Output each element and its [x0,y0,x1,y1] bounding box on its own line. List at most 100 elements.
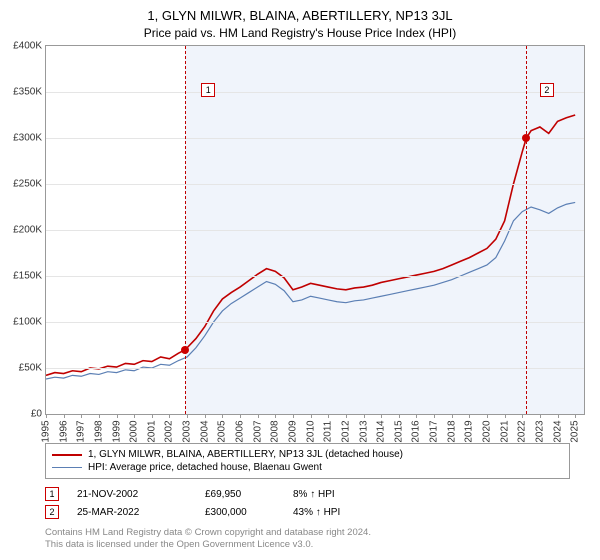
x-axis-label: 1998 [93,420,104,442]
transaction-index: 2 [45,505,59,519]
transaction-date: 25-MAR-2022 [77,507,187,518]
x-axis-label: 2025 [570,420,581,442]
x-axis-tick [81,414,82,418]
legend-item: 1, GLYN MILWR, BLAINA, ABERTILLERY, NP13… [52,448,563,461]
transaction-marker-box: 1 [201,83,215,97]
transaction-date: 21-NOV-2002 [77,489,187,500]
y-axis-label: £350K [13,87,42,98]
x-axis-tick [469,414,470,418]
x-axis-label: 2009 [287,420,298,442]
x-axis-tick [311,414,312,418]
transaction-marker-box: 2 [540,83,554,97]
x-axis-tick [134,414,135,418]
legend-label: HPI: Average price, detached house, Blae… [88,462,322,473]
x-axis-label: 2004 [199,420,210,442]
x-axis-label: 1995 [41,420,52,442]
y-axis-label: £50K [19,363,42,374]
x-axis-label: 2020 [481,420,492,442]
x-axis-tick [64,414,65,418]
transaction-vline [526,46,527,414]
transaction-row: 225-MAR-2022£300,00043% ↑ HPI [45,503,570,521]
x-axis-tick [505,414,506,418]
x-axis-label: 2007 [252,420,263,442]
x-axis-tick [187,414,188,418]
footer-line-1: Contains HM Land Registry data © Crown c… [45,527,570,539]
x-axis-tick [452,414,453,418]
x-axis-label: 2021 [499,420,510,442]
transaction-vline [185,46,186,414]
gridline-h [46,184,584,185]
x-axis-tick [487,414,488,418]
x-axis-label: 2000 [129,420,140,442]
x-axis-tick [99,414,100,418]
x-axis-tick [152,414,153,418]
x-axis-label: 2023 [534,420,545,442]
x-axis-label: 2018 [446,420,457,442]
x-axis-label: 1999 [111,420,122,442]
x-axis-label: 2012 [340,420,351,442]
x-axis-tick [540,414,541,418]
chart-plot-area: £0£50K£100K£150K£200K£250K£300K£350K£400… [45,45,585,415]
x-axis-tick [381,414,382,418]
transaction-row: 121-NOV-2002£69,9508% ↑ HPI [45,485,570,503]
x-axis-tick [346,414,347,418]
y-axis-label: £250K [13,179,42,190]
y-axis-label: £300K [13,133,42,144]
x-axis-label: 2003 [182,420,193,442]
x-axis-label: 2011 [323,421,334,443]
legend-swatch [52,454,82,456]
x-axis-label: 1996 [58,420,69,442]
x-axis-label: 2017 [429,420,440,442]
x-axis-tick [240,414,241,418]
chart-subtitle: Price paid vs. HM Land Registry's House … [0,23,600,45]
transaction-point [181,346,189,354]
x-axis-label: 1997 [76,420,87,442]
x-axis-tick [205,414,206,418]
x-axis-tick [416,414,417,418]
y-axis-label: £200K [13,225,42,236]
legend-box: 1, GLYN MILWR, BLAINA, ABERTILLERY, NP13… [45,443,570,479]
gridline-h [46,92,584,93]
series-price_paid [46,115,575,375]
x-axis-tick [575,414,576,418]
x-axis-tick [258,414,259,418]
x-axis-label: 2005 [217,420,228,442]
y-axis-label: £100K [13,317,42,328]
footer-attribution: Contains HM Land Registry data © Crown c… [45,527,570,552]
y-axis-label: £150K [13,271,42,282]
x-axis-label: 2016 [411,420,422,442]
x-axis-tick [399,414,400,418]
footer-line-2: This data is licensed under the Open Gov… [45,539,570,551]
transaction-index: 1 [45,487,59,501]
x-axis-label: 2002 [164,420,175,442]
gridline-h [46,368,584,369]
x-axis-label: 2001 [146,420,157,442]
x-axis-label: 2010 [305,420,316,442]
x-axis-label: 2013 [358,420,369,442]
series-hpi [46,202,575,379]
transaction-pct: 8% ↑ HPI [293,489,403,500]
x-axis-label: 2006 [235,420,246,442]
transaction-pct: 43% ↑ HPI [293,507,403,518]
x-axis-label: 2024 [552,420,563,442]
legend-label: 1, GLYN MILWR, BLAINA, ABERTILLERY, NP13… [88,449,403,460]
transactions-table: 121-NOV-2002£69,9508% ↑ HPI225-MAR-2022£… [45,485,570,521]
x-axis-tick [46,414,47,418]
chart-title: 1, GLYN MILWR, BLAINA, ABERTILLERY, NP13… [0,0,600,23]
x-axis-tick [558,414,559,418]
legend-swatch [52,467,82,468]
x-axis-label: 2008 [270,420,281,442]
x-axis-tick [293,414,294,418]
x-axis-tick [117,414,118,418]
gridline-h [46,138,584,139]
x-axis-tick [522,414,523,418]
x-axis-label: 2015 [393,420,404,442]
y-axis-label: £400K [13,41,42,52]
x-axis-tick [275,414,276,418]
x-axis-tick [222,414,223,418]
x-axis-label: 2014 [376,420,387,442]
gridline-h [46,276,584,277]
x-axis-label: 2019 [464,420,475,442]
legend-item: HPI: Average price, detached house, Blae… [52,461,563,474]
x-axis-tick [169,414,170,418]
